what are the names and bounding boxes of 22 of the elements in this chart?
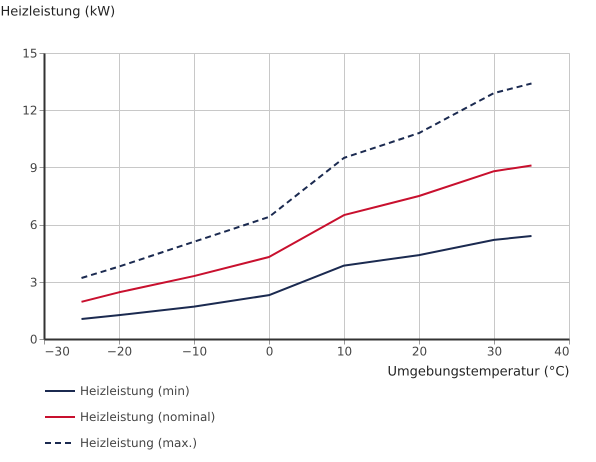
x-tick-label: 20	[412, 344, 428, 358]
x-tick-label: −10	[182, 344, 208, 358]
line-series	[80, 82, 532, 279]
legend-label: Heizleistung (max.)	[80, 436, 198, 450]
y-tick-label: 15	[22, 46, 38, 60]
x-tick-label: 0	[266, 344, 274, 358]
x-axis-title: Umgebungstemperatur (°C)	[387, 364, 570, 380]
x-tick-label: 40	[554, 344, 570, 358]
x-tick-label: −20	[106, 344, 132, 358]
y-tick-label: 12	[22, 104, 38, 118]
y-tick-label: 9	[30, 160, 38, 175]
x-tick-label: 30	[486, 344, 502, 358]
y-tick-label: 0	[30, 332, 38, 346]
y-axis-title: Heizleistung (kW)	[0, 4, 116, 20]
x-tick-label: 10	[336, 344, 352, 358]
line-series	[80, 164, 532, 303]
legend-label: Heizleistung (min)	[80, 384, 190, 398]
legend-label: Heizleistung (nominal)	[80, 410, 216, 424]
y-tick-label: 3	[30, 275, 38, 290]
y-tick-label: 6	[30, 218, 38, 232]
x-tick-label: −30	[44, 344, 70, 358]
line-series	[80, 235, 532, 320]
